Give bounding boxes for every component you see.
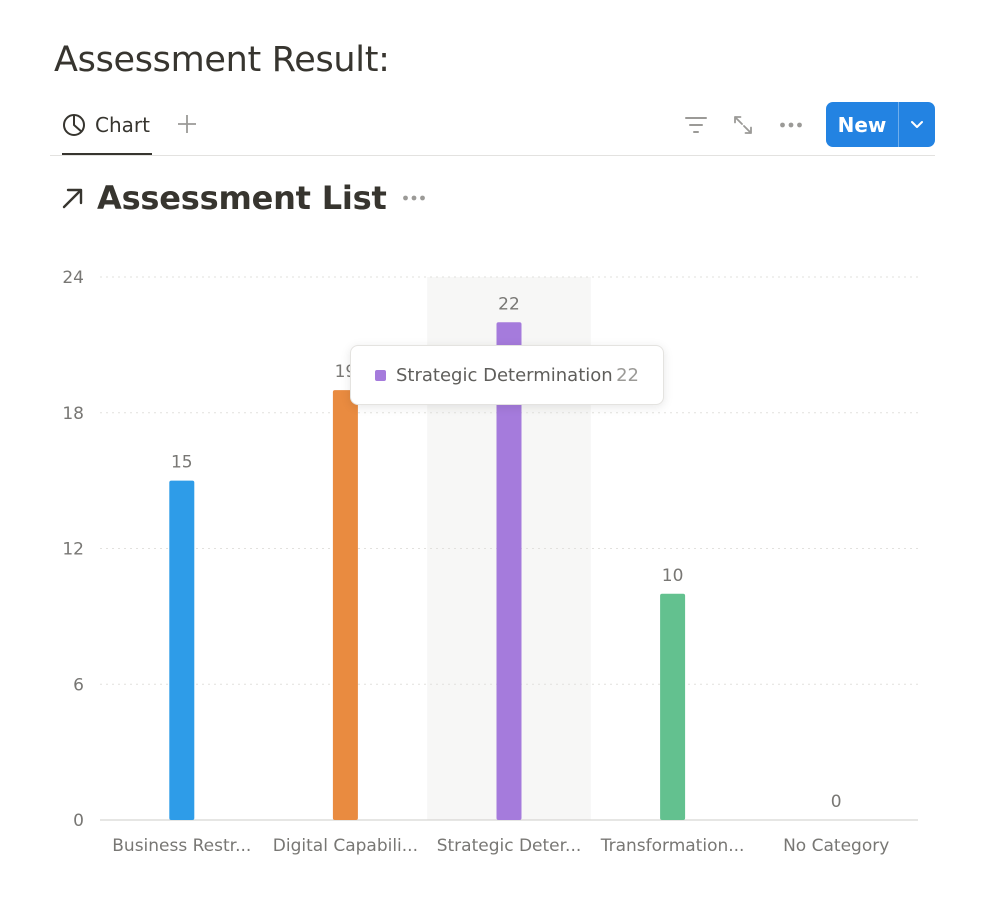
database-more-button[interactable] — [400, 185, 428, 211]
data-label: 0 — [831, 792, 842, 812]
data-label: 15 — [171, 453, 193, 473]
bars — [169, 322, 686, 820]
bar[interactable] — [169, 480, 195, 820]
new-button-divider — [898, 102, 899, 147]
add-view-button[interactable] — [174, 110, 200, 138]
new-button[interactable]: New — [837, 112, 887, 137]
tooltip-value: 22 — [616, 364, 639, 386]
data-label: 22 — [498, 294, 520, 314]
tab-chart-label: Chart — [95, 113, 150, 137]
expand-button[interactable] — [729, 112, 757, 138]
y-axis-ticks: 0 6 12 18 24 — [62, 268, 84, 831]
y-tick-label: 12 — [62, 540, 84, 560]
x-tick-label: Transformation... — [600, 836, 745, 856]
y-tick-label: 24 — [62, 268, 84, 288]
arrow-up-right-icon[interactable] — [60, 185, 86, 211]
bar[interactable] — [660, 593, 686, 820]
filter-icon — [685, 117, 707, 133]
chart-tooltip: Strategic Determination 22 — [350, 345, 664, 405]
x-axis-ticks: Business Restr... Digital Capabili... Stra… — [112, 836, 889, 856]
x-tick-label: Strategic Deter... — [437, 836, 582, 856]
expand-icon — [734, 116, 752, 134]
more-icon — [780, 122, 802, 128]
page-title: Assessment Result: — [54, 40, 390, 80]
more-icon — [402, 195, 425, 201]
tooltip-label: Strategic Determination — [396, 364, 613, 386]
filter-button[interactable] — [682, 112, 710, 138]
y-tick-label: 18 — [62, 404, 84, 424]
tab-chart[interactable]: Chart — [62, 110, 152, 155]
x-tick-label: Digital Capabili... — [273, 836, 418, 856]
chevron-down-icon — [911, 120, 923, 128]
more-options-button[interactable] — [777, 112, 805, 138]
y-tick-label: 6 — [73, 675, 84, 695]
new-dropdown-button[interactable] — [899, 102, 935, 147]
bar[interactable] — [332, 390, 358, 820]
x-tick-label: Business Restr... — [112, 836, 251, 856]
plus-icon — [178, 115, 196, 133]
data-label: 10 — [662, 566, 684, 586]
database-header: Assessment List — [60, 178, 428, 218]
x-tick-label: No Category — [783, 836, 889, 856]
new-button-group: New — [826, 102, 935, 147]
pie-chart-icon — [63, 114, 85, 136]
y-tick-label: 0 — [73, 811, 84, 831]
database-title[interactable]: Assessment List — [97, 179, 387, 217]
bar[interactable] — [496, 322, 522, 820]
view-toolbar: Chart New — [50, 100, 935, 156]
tooltip-color-swatch — [375, 369, 386, 381]
